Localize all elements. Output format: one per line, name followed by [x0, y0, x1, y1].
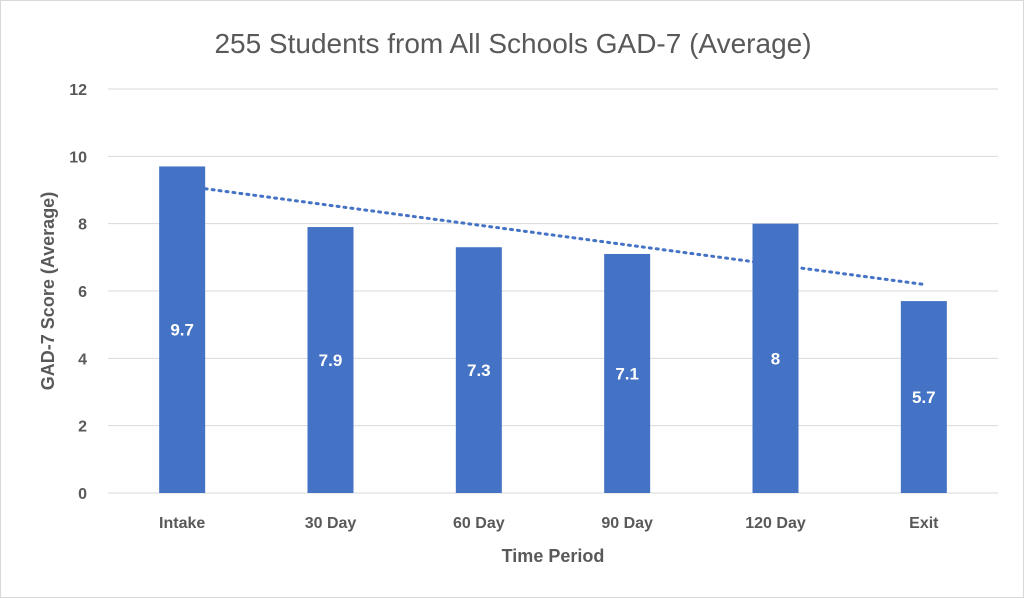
bar: [307, 227, 354, 494]
y-axis-label: GAD-7 Score (Average): [38, 192, 58, 390]
data-labels: 9.7 7.9 7.3 7.1 8 5.7: [170, 321, 935, 407]
data-label: 7.3: [467, 361, 491, 380]
x-axis-label: Time Period: [502, 546, 605, 566]
x-tick-label: Intake: [159, 515, 205, 532]
y-tick-label: 6: [78, 284, 87, 301]
y-tick-label: 8: [78, 217, 87, 234]
bar: [900, 301, 947, 493]
x-tick-label: 30 Day: [305, 515, 357, 532]
data-label: 5.7: [912, 388, 936, 407]
bar: [752, 223, 799, 493]
y-axis-ticks: 0 2 4 6 8 10 12: [69, 82, 87, 503]
bar: [159, 166, 206, 493]
data-label: 7.9: [319, 351, 343, 370]
y-tick-label: 0: [78, 486, 87, 503]
trendline-group: [203, 187, 926, 286]
bar: [455, 247, 502, 493]
x-tick-label: 90 Day: [601, 515, 653, 532]
y-tick-label: 12: [69, 82, 87, 99]
x-tick-label: 120 Day: [745, 515, 806, 532]
gridlines: [108, 88, 998, 494]
data-label: 9.7: [170, 321, 194, 340]
chart-title: 255 Students from All Schools GAD-7 (Ave…: [214, 28, 811, 59]
y-tick-label: 10: [69, 149, 87, 166]
y-tick-label: 4: [78, 351, 87, 368]
y-tick-label: 2: [78, 419, 87, 436]
bar: [604, 253, 651, 493]
x-axis-ticks: Intake 30 Day 60 Day 90 Day 120 Day Exit: [159, 515, 939, 532]
data-label: 7.1: [615, 364, 639, 383]
x-tick-label: 60 Day: [453, 515, 505, 532]
data-label: 8: [771, 349, 780, 368]
trendline: [203, 187, 926, 286]
x-tick-label: Exit: [909, 515, 939, 532]
bars: [159, 166, 947, 494]
